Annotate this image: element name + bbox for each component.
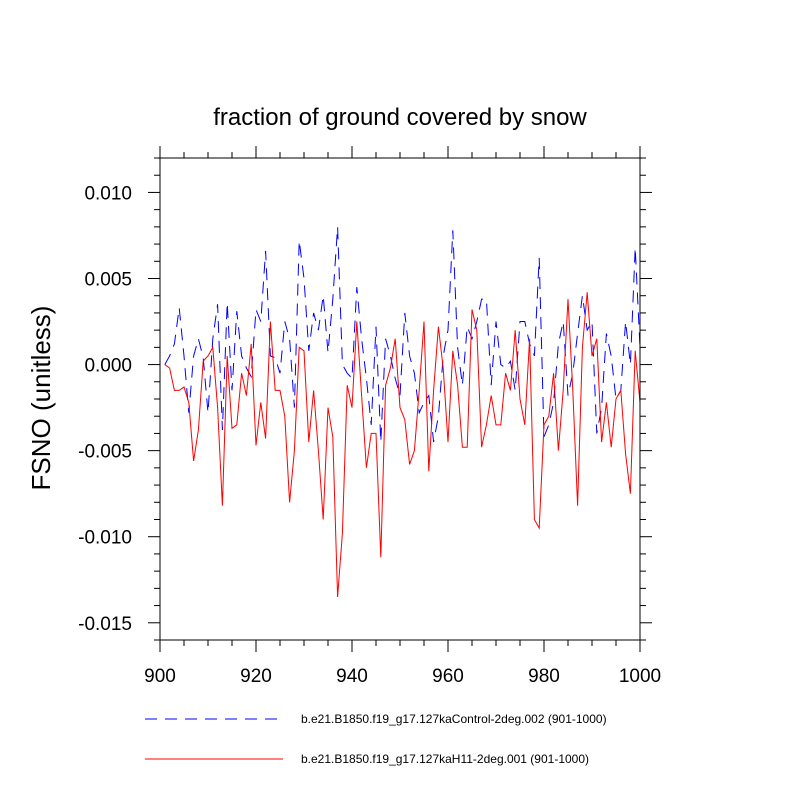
x-tick-label: 920 bbox=[240, 666, 272, 687]
y-tick-label: -0.015 bbox=[78, 614, 132, 635]
x-tick-label: 980 bbox=[528, 666, 560, 687]
x-tick-label: 960 bbox=[432, 666, 464, 687]
chart-title: fraction of ground covered by snow bbox=[213, 104, 587, 131]
series-lines bbox=[164, 226, 641, 597]
plot-frame bbox=[159, 157, 641, 641]
x-tick-labels: 900 920 940 960 980 1000 bbox=[144, 666, 661, 687]
y-axis-label: FSNO (unitless) bbox=[26, 306, 56, 491]
series-line-control bbox=[164, 226, 641, 443]
y-tick-labels: 0.010 0.005 0.000 -0.005 -0.010 -0.015 bbox=[78, 183, 132, 634]
y-tick-label: 0.010 bbox=[84, 183, 132, 204]
legend: b.e21.B1850.f19_g17.127kaControl-2deg.00… bbox=[145, 712, 607, 766]
series-line-h11 bbox=[164, 292, 641, 597]
y-tick-label: 0.005 bbox=[84, 270, 132, 291]
x-tick-label: 900 bbox=[144, 666, 176, 687]
legend-label-control: b.e21.B1850.f19_g17.127kaControl-2deg.00… bbox=[301, 712, 607, 726]
axis-ticks bbox=[148, 146, 652, 652]
y-tick-label: -0.010 bbox=[78, 528, 132, 549]
y-tick-label: 0.000 bbox=[84, 356, 132, 377]
x-tick-label: 940 bbox=[336, 666, 368, 687]
y-tick-label: -0.005 bbox=[78, 442, 132, 463]
x-tick-label: 1000 bbox=[619, 666, 661, 687]
legend-label-h11: b.e21.B1850.f19_g17.127kaH11-2deg.001 (9… bbox=[301, 752, 589, 766]
